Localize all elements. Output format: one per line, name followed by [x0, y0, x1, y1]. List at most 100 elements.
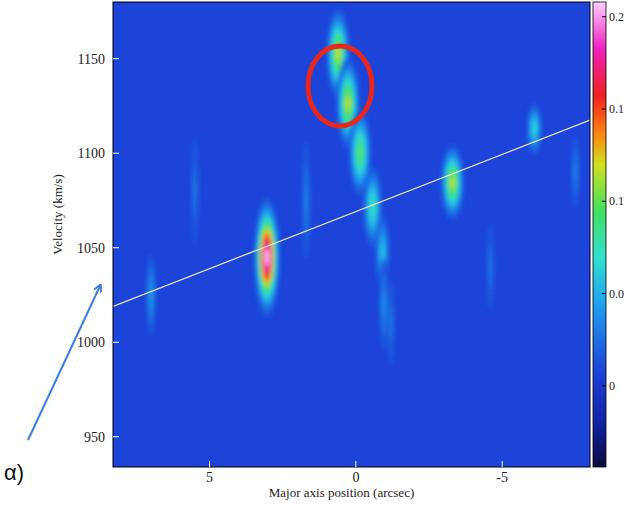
component-level: [355, 132, 366, 173]
component-level: [356, 136, 365, 170]
component: [527, 103, 542, 155]
component-level: [533, 125, 535, 133]
y-tick-label: 1150: [78, 52, 105, 67]
component-level: [359, 147, 362, 158]
component-level: [380, 273, 387, 336]
component: [387, 281, 395, 366]
x-axis-title: Major axis position (arcsec): [269, 485, 414, 500]
component-level: [353, 124, 368, 181]
component-level: [533, 123, 536, 133]
component-level: [573, 150, 578, 194]
colorbar-tick: [602, 16, 606, 17]
component-level: [147, 265, 154, 324]
component: [379, 258, 389, 350]
x-tick: [355, 461, 356, 467]
colorbar-tick-label: 0.1: [609, 102, 624, 116]
component-level: [383, 296, 385, 313]
model-line: [113, 120, 590, 306]
component: [191, 138, 199, 244]
component-level: [346, 97, 349, 109]
component-level: [371, 200, 374, 215]
component-level: [191, 138, 199, 244]
component-level: [387, 281, 395, 366]
background: [113, 2, 590, 467]
component: [441, 144, 464, 220]
colorbar-tick: [602, 385, 606, 386]
component-level: [381, 243, 384, 260]
component-level: [149, 276, 154, 314]
component-level: [254, 197, 281, 317]
component-level: [256, 207, 278, 306]
component-level: [445, 159, 459, 206]
component-level: [389, 303, 393, 343]
component-level: [146, 254, 156, 336]
colorbar-tick: [602, 109, 606, 110]
component-level: [261, 233, 272, 282]
component-level: [302, 141, 311, 259]
x-tick: [502, 461, 503, 467]
component-level: [347, 98, 350, 109]
component-level: [263, 239, 271, 275]
component-level: [259, 219, 276, 294]
annotation: α): [4, 460, 24, 485]
plot-area: [113, 2, 590, 467]
component-level: [194, 179, 196, 203]
colorbar: [593, 2, 606, 467]
component-level: [369, 193, 376, 221]
component-level: [446, 162, 459, 203]
emission: [146, 8, 580, 365]
component-level: [382, 289, 385, 320]
colorbar-tick-label: 0.2: [609, 10, 624, 24]
component-level: [450, 173, 456, 192]
component-level: [571, 137, 580, 208]
y-tick: [113, 153, 119, 154]
component-level: [357, 140, 363, 165]
component: [302, 141, 311, 259]
y-tick-label: 1100: [78, 146, 105, 161]
y-axis-title: Velocity (km/s): [50, 174, 65, 255]
component: [146, 254, 156, 336]
component-level: [337, 48, 340, 60]
component-level: [345, 92, 351, 115]
component-level: [258, 217, 276, 298]
component-level: [343, 85, 353, 122]
component-level: [264, 244, 270, 270]
component-level: [530, 115, 538, 143]
component: [571, 137, 580, 208]
y-tick-label: 1000: [77, 335, 105, 350]
component-level: [574, 165, 576, 179]
y-tick: [113, 58, 119, 59]
arrow: [28, 286, 100, 440]
component-level: [444, 156, 460, 208]
component-level: [257, 211, 277, 303]
component-level: [448, 167, 458, 198]
component-level: [358, 146, 361, 159]
component-level: [371, 201, 374, 212]
component: [487, 224, 495, 309]
component-level: [303, 164, 308, 237]
x-tick-label: 0: [352, 470, 359, 485]
component-level: [487, 224, 495, 309]
x-tick-label: -5: [496, 470, 508, 485]
component-level: [441, 144, 464, 220]
component-level: [265, 251, 268, 264]
component-level: [354, 128, 367, 177]
y-tick-label: 1050: [77, 241, 105, 256]
y-tick: [113, 342, 119, 343]
y-tick: [113, 436, 119, 437]
y-tick: [113, 247, 119, 248]
component-level: [260, 224, 275, 290]
component-level: [442, 149, 462, 215]
component-level: [259, 222, 275, 293]
component-level: [390, 314, 392, 333]
component-level: [261, 230, 273, 283]
component-level: [265, 247, 269, 267]
colorbar-tick-label: 0: [609, 379, 615, 393]
x-tick: [209, 461, 210, 467]
component-level: [305, 189, 307, 213]
component-level: [451, 177, 454, 187]
component-level: [489, 246, 493, 286]
component-level: [352, 120, 369, 185]
component-level: [368, 188, 377, 226]
y-tick-label: 950: [84, 430, 105, 445]
